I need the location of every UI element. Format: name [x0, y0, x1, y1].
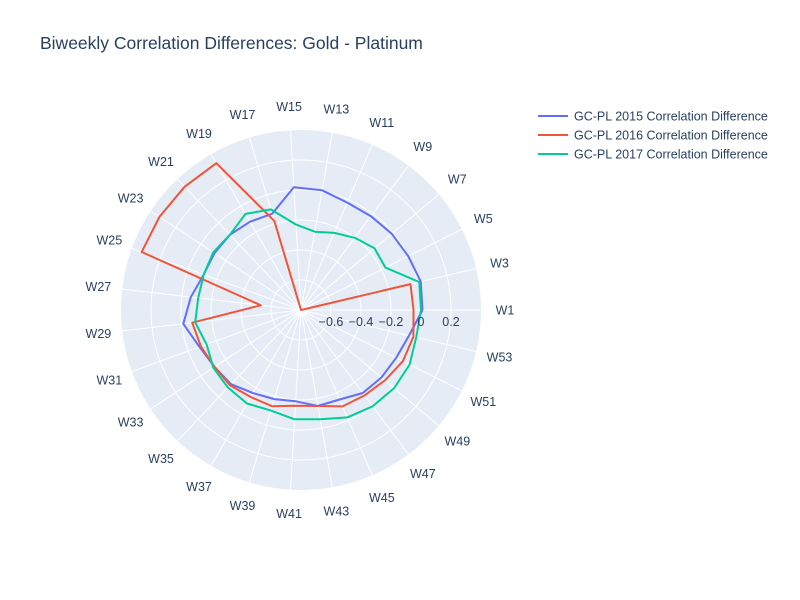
radial-tick-label: 0.2 — [442, 315, 459, 329]
angular-grid-line — [300, 193, 440, 311]
angular-grid-line — [300, 309, 440, 427]
angular-tick-label: W25 — [96, 234, 122, 248]
angular-tick-labels: W1 W3 W5 W7 W9 W11 W13 W15 W17 W19 W21 W23 W25 W27 W29… — [86, 100, 515, 521]
angular-tick-label: W29 — [86, 327, 112, 341]
angular-grid-line — [150, 210, 302, 311]
angular-tick-label: W31 — [96, 373, 122, 387]
angular-tick-label: W17 — [230, 108, 256, 122]
radial-tick-label: −0.4 — [349, 315, 374, 329]
angular-grid-line — [300, 228, 463, 311]
angular-tick-label: W21 — [148, 155, 174, 169]
series-layer — [140, 162, 424, 421]
angular-grid-line — [150, 309, 302, 410]
angular-tick-label: W1 — [496, 304, 515, 318]
angular-grid-line — [300, 309, 333, 488]
legend-item-3[interactable]: GC-PL 2017 Correlation Difference — [538, 148, 768, 162]
legend-label: GC-PL 2016 Correlation Difference — [574, 129, 768, 143]
angular-grid-line — [131, 309, 302, 373]
angular-tick-label: W19 — [186, 127, 212, 141]
angular-grid-line — [248, 309, 302, 483]
angular-grid-line — [122, 309, 302, 332]
angular-tick-label: W13 — [324, 103, 350, 117]
angular-grid-line — [290, 130, 302, 311]
angular-tick-label: W47 — [410, 467, 436, 481]
angular-tick-label: W41 — [276, 507, 302, 521]
angular-tick-label: W23 — [118, 191, 144, 205]
series-line-2 — [140, 162, 415, 408]
angular-grid-line — [122, 288, 302, 311]
angular-tick-label: W5 — [474, 212, 493, 226]
angular-grid-line — [300, 309, 409, 455]
legend-item-2[interactable]: GC-PL 2016 Correlation Difference — [538, 129, 768, 143]
legend: GC-PL 2015 Correlation Difference GC-PL 2… — [538, 110, 768, 162]
angular-tick-label: W15 — [276, 100, 302, 114]
angular-tick-label: W33 — [118, 416, 144, 430]
angular-tick-label: W9 — [413, 140, 432, 154]
radial-tick-label: −0.6 — [319, 315, 344, 329]
angular-tick-label: W37 — [186, 480, 212, 494]
angular-grid-line — [177, 178, 302, 311]
radial-tick-label: 0 — [418, 315, 425, 329]
radial-tick-labels: −0.6 −0.4 −0.2 0 0.2 — [319, 315, 460, 329]
angular-grid-line — [210, 309, 302, 467]
angular-tick-label: W53 — [487, 351, 513, 365]
angular-grid-line — [300, 309, 373, 476]
angular-tick-label: W3 — [490, 257, 509, 271]
chart-title: Biweekly Correlation Differences: Gold -… — [40, 33, 423, 53]
angular-tick-label: W51 — [470, 395, 496, 409]
angular-grid-line — [131, 247, 302, 311]
angular-grid-line — [290, 309, 302, 490]
angular-tick-label: W7 — [448, 172, 467, 186]
angular-tick-label: W27 — [86, 280, 112, 294]
angular-grid-line — [210, 153, 302, 311]
angular-tick-label: W39 — [230, 499, 256, 513]
series-line-3 — [194, 208, 422, 421]
angular-tick-label: W35 — [148, 452, 174, 466]
angular-grid-line — [300, 309, 463, 392]
radial-tick-label: −0.2 — [379, 315, 404, 329]
legend-item-1[interactable]: GC-PL 2015 Correlation Difference — [538, 110, 768, 124]
legend-label: GC-PL 2015 Correlation Difference — [574, 110, 768, 124]
angular-tick-label: W49 — [444, 435, 470, 449]
angular-grid-line — [177, 309, 302, 442]
angular-grid-line — [300, 144, 373, 311]
angular-tick-label: W11 — [369, 116, 394, 130]
series-line-1 — [182, 186, 424, 407]
angular-grid-line — [300, 309, 477, 352]
angular-tick-label: W45 — [369, 491, 395, 505]
angular-tick-label: W43 — [324, 504, 350, 518]
legend-label: GC-PL 2017 Correlation Difference — [574, 148, 768, 162]
angular-grid-line — [300, 132, 333, 311]
